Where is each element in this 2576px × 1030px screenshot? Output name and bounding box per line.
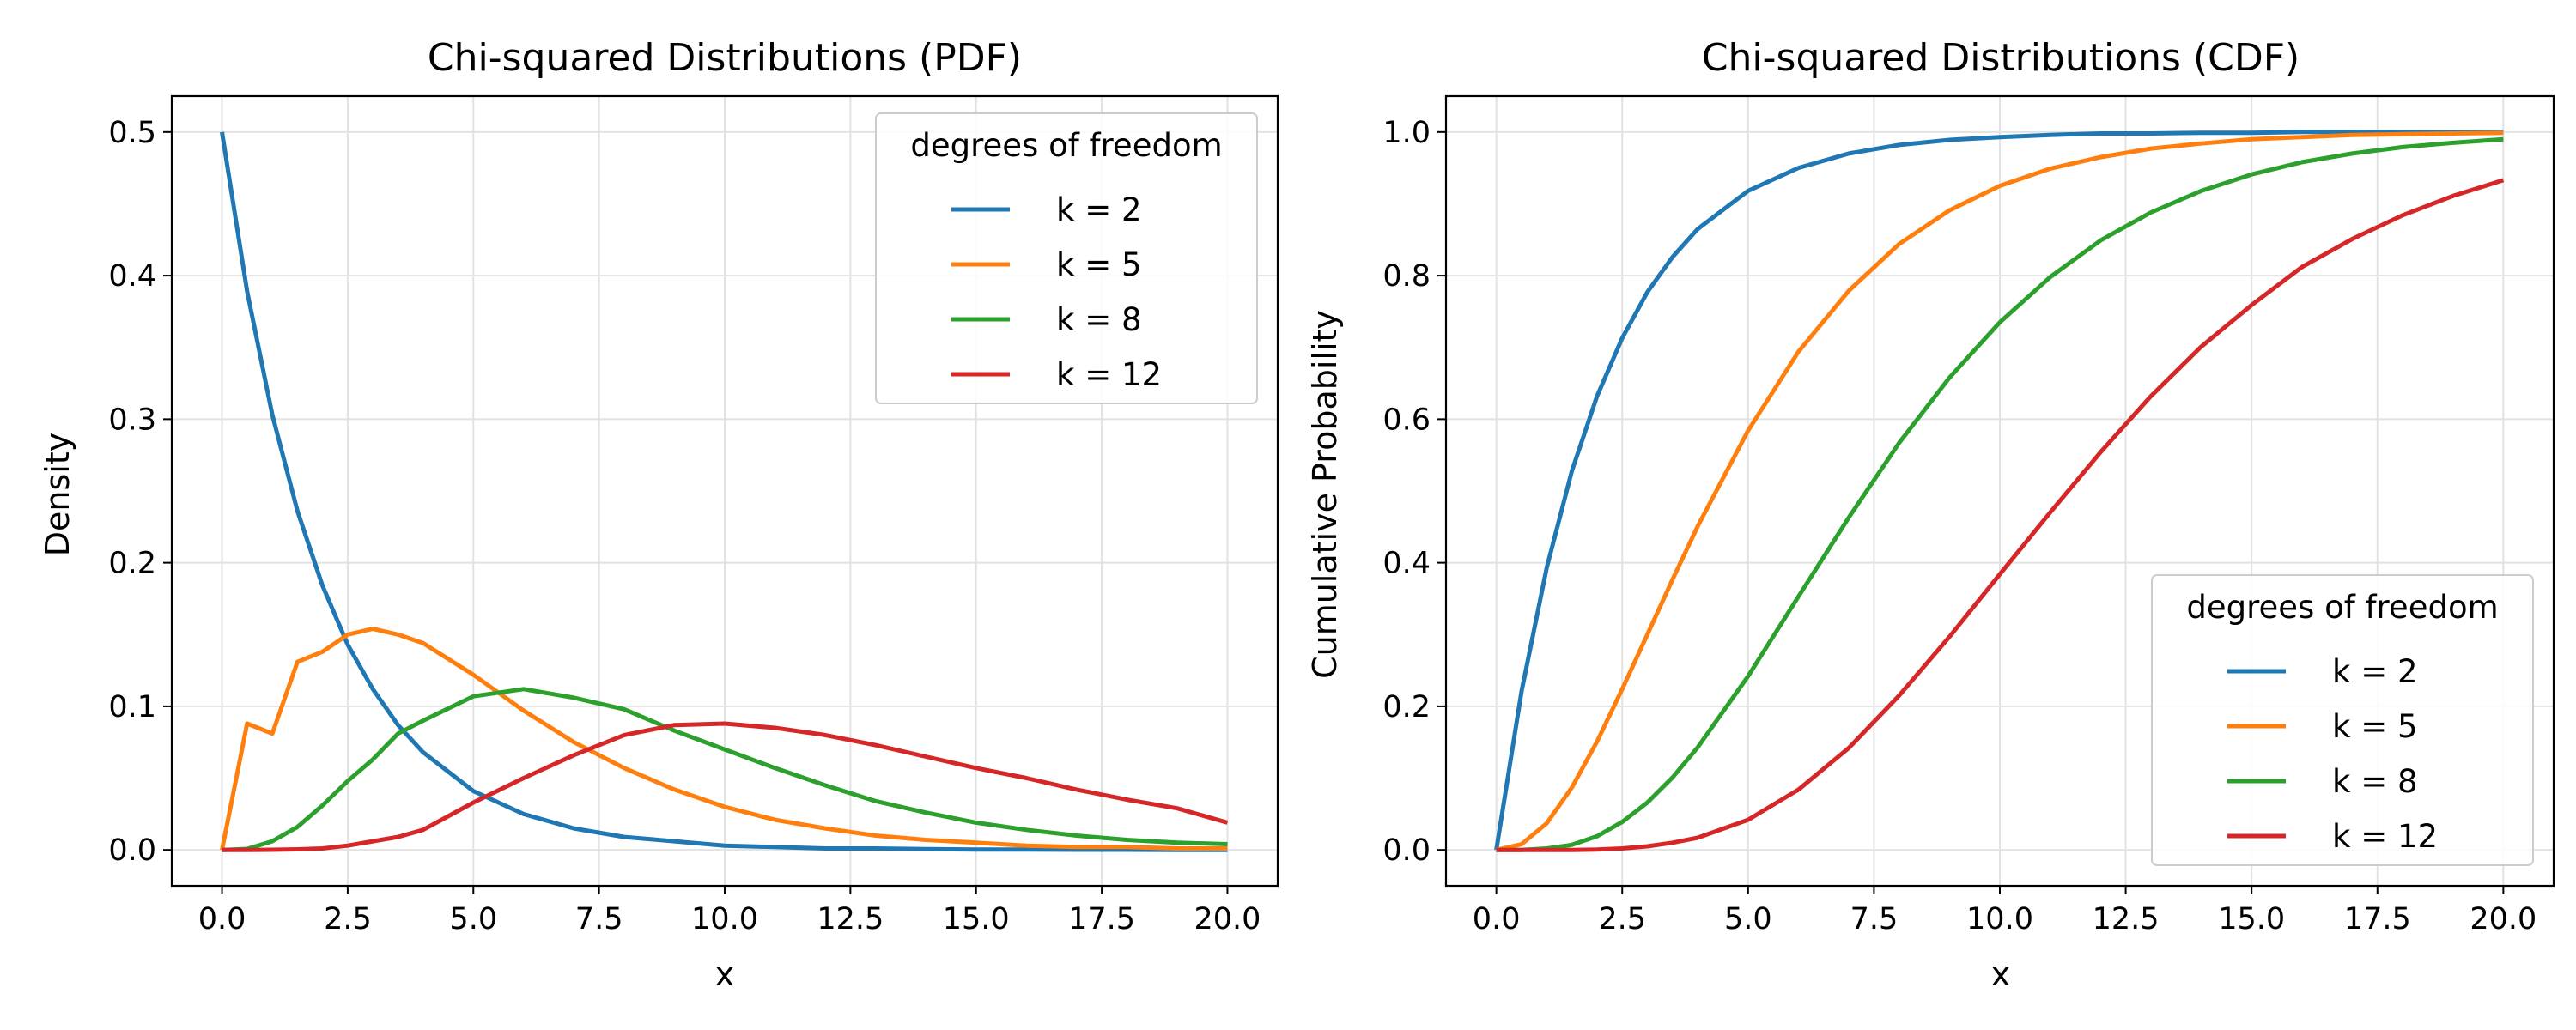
- y-tick-label: 0.3: [108, 403, 156, 437]
- legend-frame: [2151, 574, 2534, 866]
- x-tick-label: 12.5: [817, 902, 884, 936]
- series-line: [220, 131, 1228, 852]
- x-tick-label: 20.0: [2470, 902, 2537, 936]
- cdf-plot-area: 0.0 2.5 5.0 7.5 10.0 12.5 15.0 17.5 20.00.00.20.…: [1382, 94, 2555, 936]
- x-tick-label: 7.5: [1850, 902, 1899, 936]
- y-tick-label: 0.0: [1382, 833, 1431, 868]
- y-tick-label: 0.1: [108, 690, 156, 724]
- x-tick-label: 7.5: [575, 902, 623, 936]
- x-tick-label: 0.0: [198, 902, 246, 936]
- x-tick-label: 0.0: [1473, 902, 1521, 936]
- x-tick-label: 17.5: [2344, 902, 2411, 936]
- legend-label: k = 5: [1056, 246, 1142, 283]
- y-tick-label: 0.4: [108, 259, 156, 294]
- x-tick-label: 15.0: [2218, 902, 2285, 936]
- series-line: [222, 687, 1228, 852]
- y-tick-label: 0.0: [108, 833, 156, 868]
- legend-label: k = 2: [2332, 653, 2418, 690]
- legend-label: k = 2: [1056, 191, 1142, 228]
- y-tick-label: 0.2: [108, 547, 156, 581]
- x-tick-label: 15.0: [943, 902, 1010, 936]
- x-axis-label: x: [1991, 955, 2011, 993]
- x-tick-label: 2.5: [324, 902, 372, 936]
- y-axis-label: Cumulative Probability: [1306, 310, 1344, 679]
- series-line: [1496, 130, 2504, 852]
- pdf-chart: Chi-squared Distributions (PDF) x Densit…: [39, 36, 1279, 993]
- x-axis: 0.0 2.5 5.0 7.5 10.0 12.5 15.0 17.5 20.0: [198, 886, 1261, 936]
- x-axis: 0.0 2.5 5.0 7.5 10.0 12.5 15.0 17.5 20.0: [1473, 886, 2537, 936]
- chart-title: Chi-squared Distributions (CDF): [1702, 36, 2300, 80]
- y-tick-label: 0.4: [1382, 547, 1431, 581]
- legend-title: degrees of freedom: [2186, 589, 2498, 626]
- x-tick-label: 2.5: [1598, 902, 1646, 936]
- x-tick-label: 10.0: [691, 902, 758, 936]
- x-tick-label: 5.0: [1724, 902, 1772, 936]
- y-tick-label: 0.5: [108, 116, 156, 150]
- x-tick-label: 5.0: [449, 902, 497, 936]
- legend-label: k = 12: [1056, 356, 1162, 393]
- series-group: [220, 131, 1229, 852]
- series-line: [220, 627, 1228, 851]
- y-axis: 0.0 0.1 0.2 0.3 0.4 0.5: [108, 116, 172, 868]
- legend: degrees of freedom k = 2 k = 5 k = 8 k = 12: [2151, 574, 2534, 866]
- series-line: [1496, 136, 2504, 852]
- y-axis-label: Density: [39, 433, 76, 556]
- x-tick-label: 12.5: [2093, 902, 2160, 936]
- x-tick-label: 17.5: [1068, 902, 1135, 936]
- legend-label: k = 12: [2332, 818, 2438, 855]
- y-tick-label: 0.8: [1382, 259, 1431, 294]
- chart-title: Chi-squared Distributions (PDF): [428, 36, 1022, 80]
- legend-label: k = 5: [2332, 708, 2418, 745]
- x-tick-label: 10.0: [1966, 902, 2033, 936]
- series-line: [1496, 178, 2505, 852]
- y-tick-label: 1.0: [1382, 116, 1431, 150]
- pdf-plot-area: 0.0 2.5 5.0 7.5 10.0 12.5 15.0 17.5 20.00.00.10.…: [108, 94, 1279, 936]
- x-tick-label: 20.0: [1194, 902, 1261, 936]
- legend-label: k = 8: [2332, 763, 2418, 800]
- x-axis-label: x: [715, 955, 735, 993]
- legend: degrees of freedom k = 2 k = 5 k = 8 k = 12: [875, 112, 1258, 404]
- legend-title: degrees of freedom: [910, 127, 1222, 164]
- legend-frame: [875, 112, 1258, 404]
- series-group: [1494, 130, 2505, 852]
- series-line: [222, 721, 1229, 852]
- legend-label: k = 8: [1056, 301, 1142, 338]
- y-tick-label: 0.2: [1382, 690, 1431, 724]
- series-line: [1494, 130, 2504, 851]
- y-axis: 0.0 0.2 0.4 0.6 0.8 1.0: [1382, 116, 1446, 868]
- y-tick-label: 0.6: [1382, 403, 1431, 437]
- cdf-chart: Chi-squared Distributions (CDF) x Cumula…: [1306, 36, 2555, 993]
